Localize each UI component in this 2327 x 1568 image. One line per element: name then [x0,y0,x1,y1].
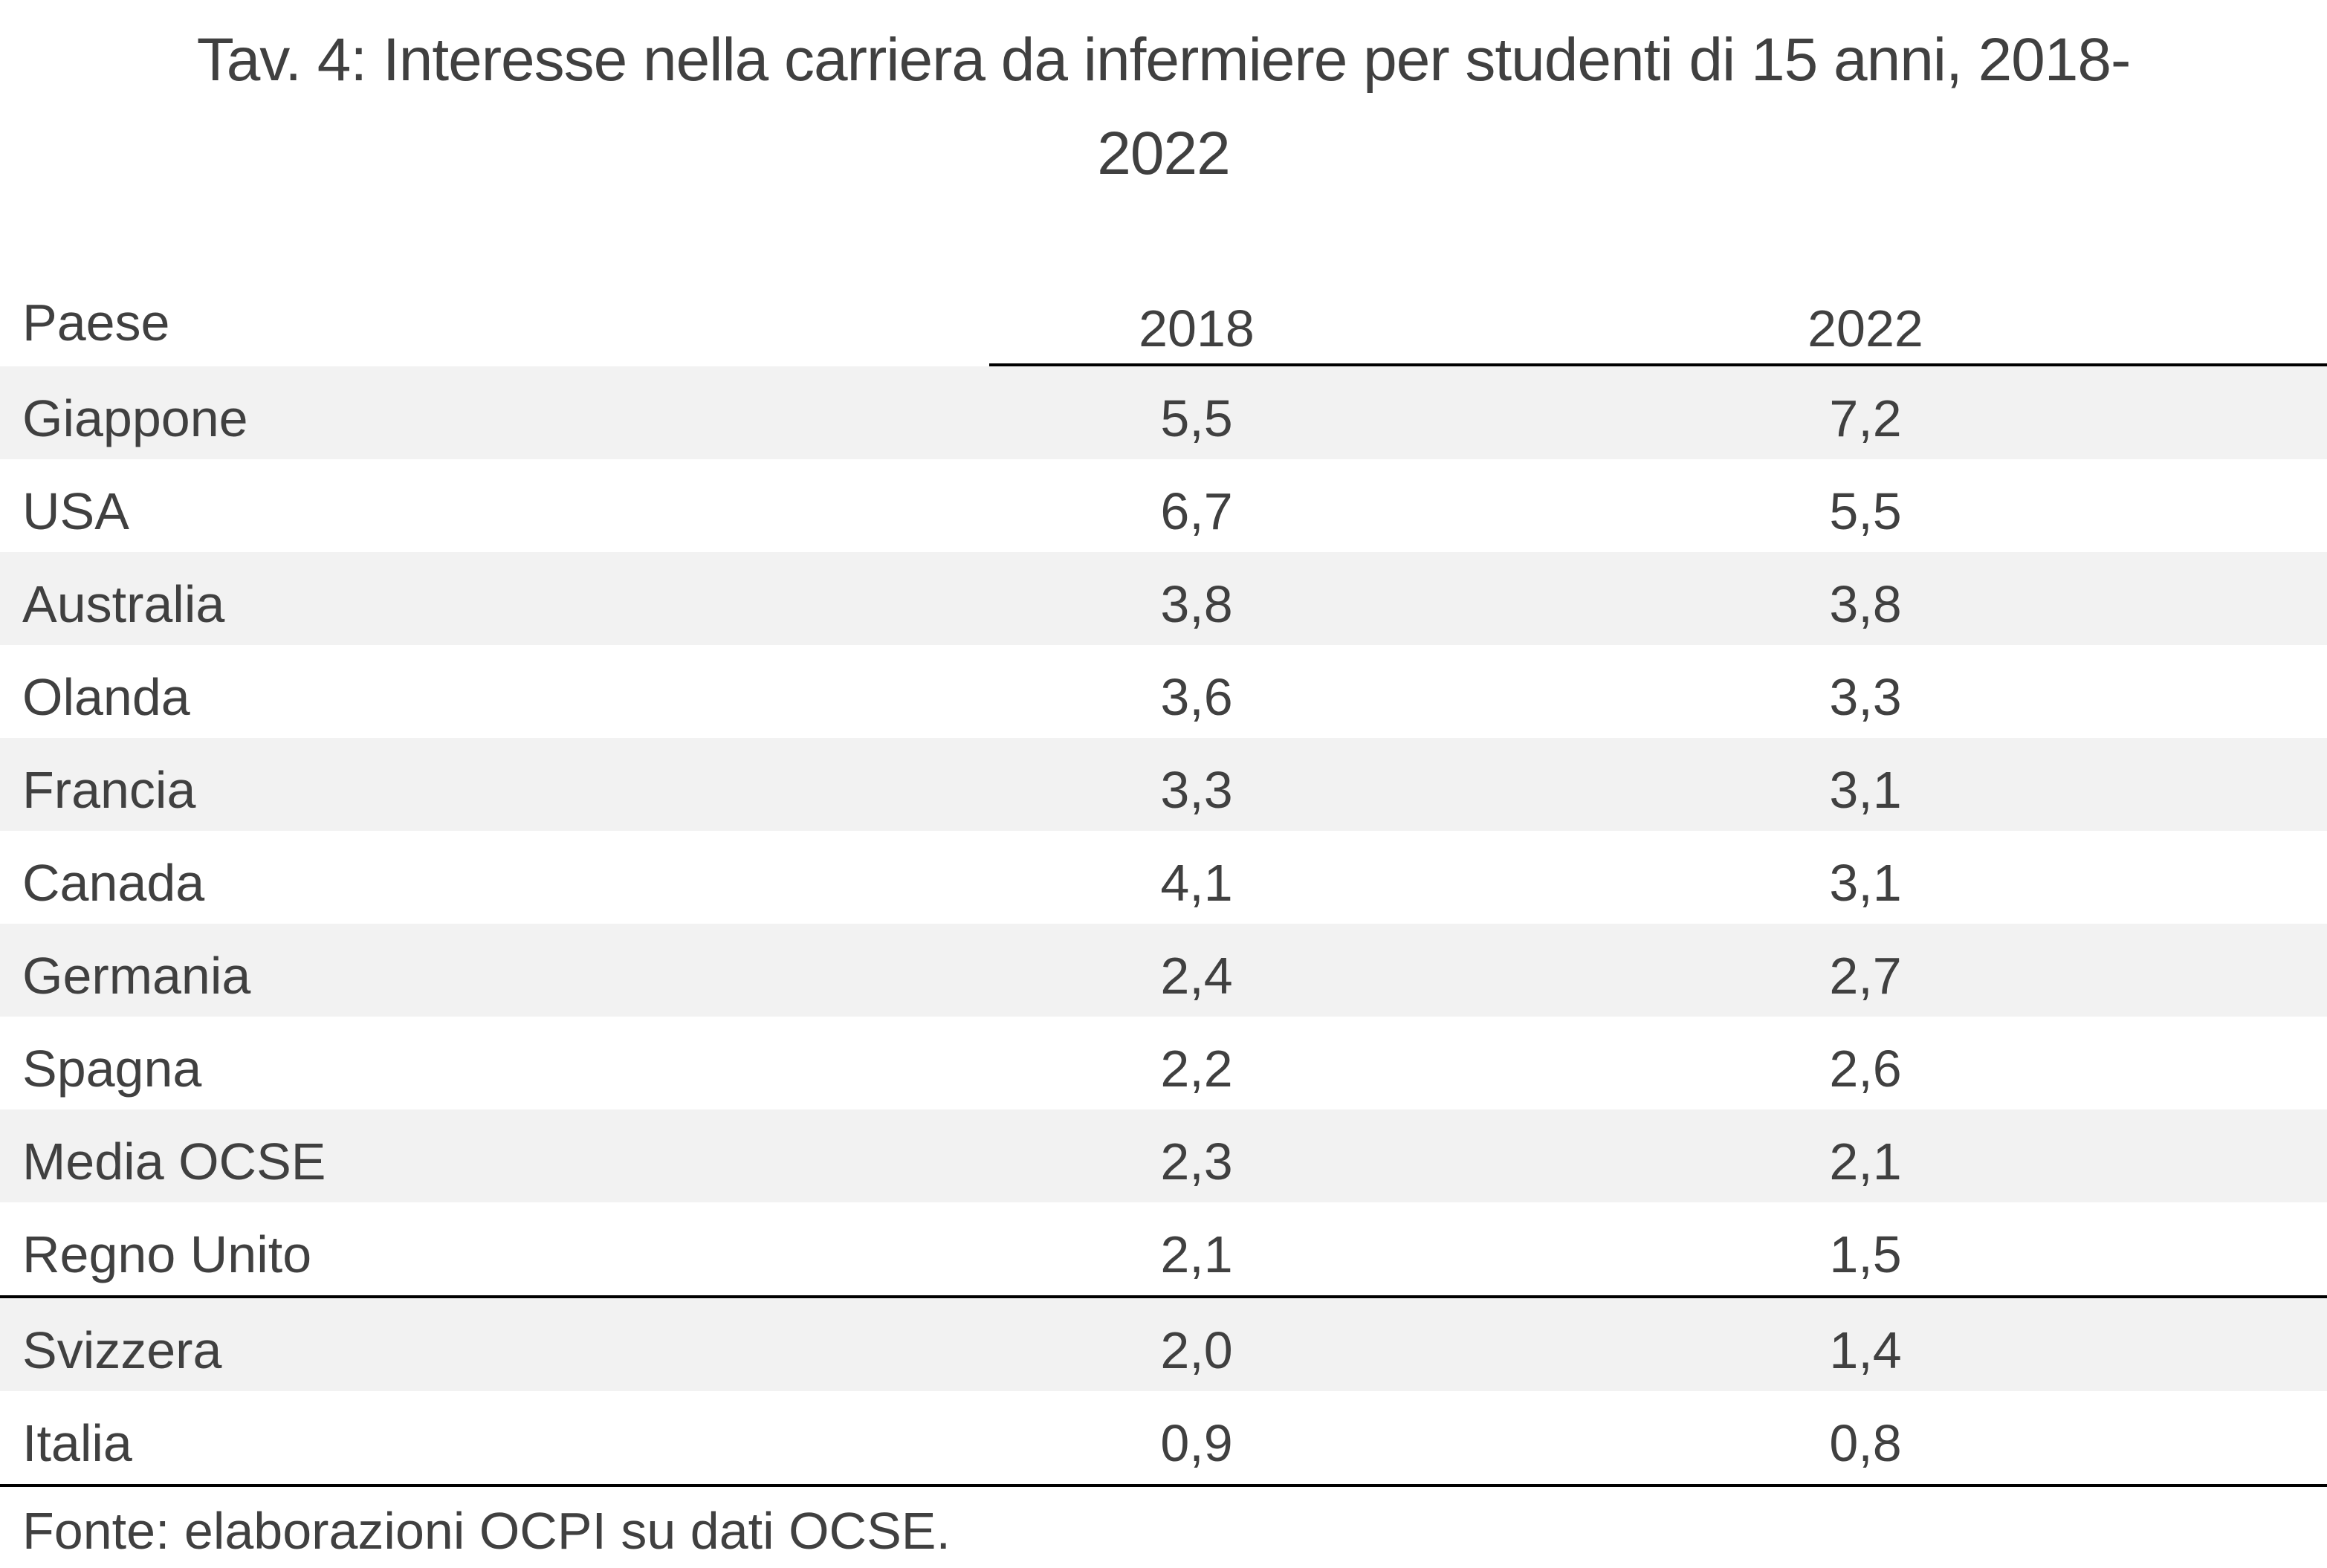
cell-2022: 1,4 [1829,1321,1902,1379]
cell-country: Regno Unito [22,1225,312,1283]
cell-2022: 3,8 [1829,575,1902,633]
cell-country: Italia [22,1414,132,1472]
row-separator-rule [0,1295,2327,1298]
table-row: Giappone 5,5 7,2 [0,366,2327,459]
cell-country: Francia [22,761,196,819]
cell-country: Giappone [22,389,248,447]
cell-country: USA [22,482,129,540]
cell-2018: 2,3 [1160,1133,1233,1190]
cell-2022: 0,8 [1829,1414,1902,1472]
cell-country: Australia [22,575,225,633]
cell-country: Germania [22,947,251,1005]
header-country: Paese [22,294,170,351]
table-row: Canada 4,1 3,1 [0,831,2327,924]
table-row: Francia 3,3 3,1 [0,738,2327,831]
cell-2018: 3,8 [1160,575,1233,633]
cell-country: Spagna [22,1040,202,1098]
cell-2018: 0,9 [1160,1414,1233,1472]
cell-country: Svizzera [22,1321,222,1379]
table-bottom-rule [0,1484,2327,1487]
cell-2018: 6,7 [1160,482,1233,540]
header-2018: 2018 [1139,299,1255,357]
cell-2022: 3,3 [1829,668,1902,726]
cell-2022: 2,7 [1829,947,1902,1005]
table-row: Svizzera 2,0 1,4 [0,1298,2327,1391]
table-body: Giappone 5,5 7,2 USA 6,7 5,5 Australia 3… [0,366,2327,1487]
cell-2022: 3,1 [1829,761,1902,819]
table-row: Olanda 3,6 3,3 [0,645,2327,738]
table-title-line-2: 2022 [1097,120,1230,187]
cell-country: Olanda [22,668,190,726]
cell-country: Canada [22,854,205,912]
table-row: Spagna 2,2 2,6 [0,1017,2327,1109]
cell-2022: 5,5 [1829,482,1902,540]
header-2022: 2022 [1807,299,1923,357]
cell-2022: 7,2 [1829,389,1902,447]
cell-2018: 2,0 [1160,1321,1233,1379]
cell-2018: 2,4 [1160,947,1233,1005]
cell-2022: 1,5 [1829,1225,1902,1283]
cell-2022: 2,1 [1829,1133,1902,1190]
table-row: Australia 3,8 3,8 [0,552,2327,645]
cell-2018: 3,3 [1160,761,1233,819]
cell-2018: 4,1 [1160,854,1233,912]
source-note: Fonte: elaborazioni OCPI su dati OCSE. [22,1502,951,1560]
cell-2018: 3,6 [1160,668,1233,726]
cell-2018: 5,5 [1160,389,1233,447]
table-row: Media OCSE 2,3 2,1 [0,1109,2327,1202]
table-row: Germania 2,4 2,7 [0,924,2327,1017]
cell-2022: 2,6 [1829,1040,1902,1098]
cell-country: Media OCSE [22,1133,326,1190]
table-row: USA 6,7 5,5 [0,459,2327,552]
table-title-line-1: Tav. 4: Interesse nella carriera da infe… [196,26,2132,94]
cell-2018: 2,2 [1160,1040,1233,1098]
cell-2018: 2,1 [1160,1225,1233,1283]
table-title: Tav. 4: Interesse nella carriera da infe… [0,13,2327,201]
cell-2022: 3,1 [1829,854,1902,912]
table-row: Regno Unito 2,1 1,5 [0,1202,2327,1295]
table-header: Paese 2018 2022 [0,282,2327,366]
header-rule [989,363,2327,366]
table-row: Italia 0,9 0,8 [0,1391,2327,1484]
